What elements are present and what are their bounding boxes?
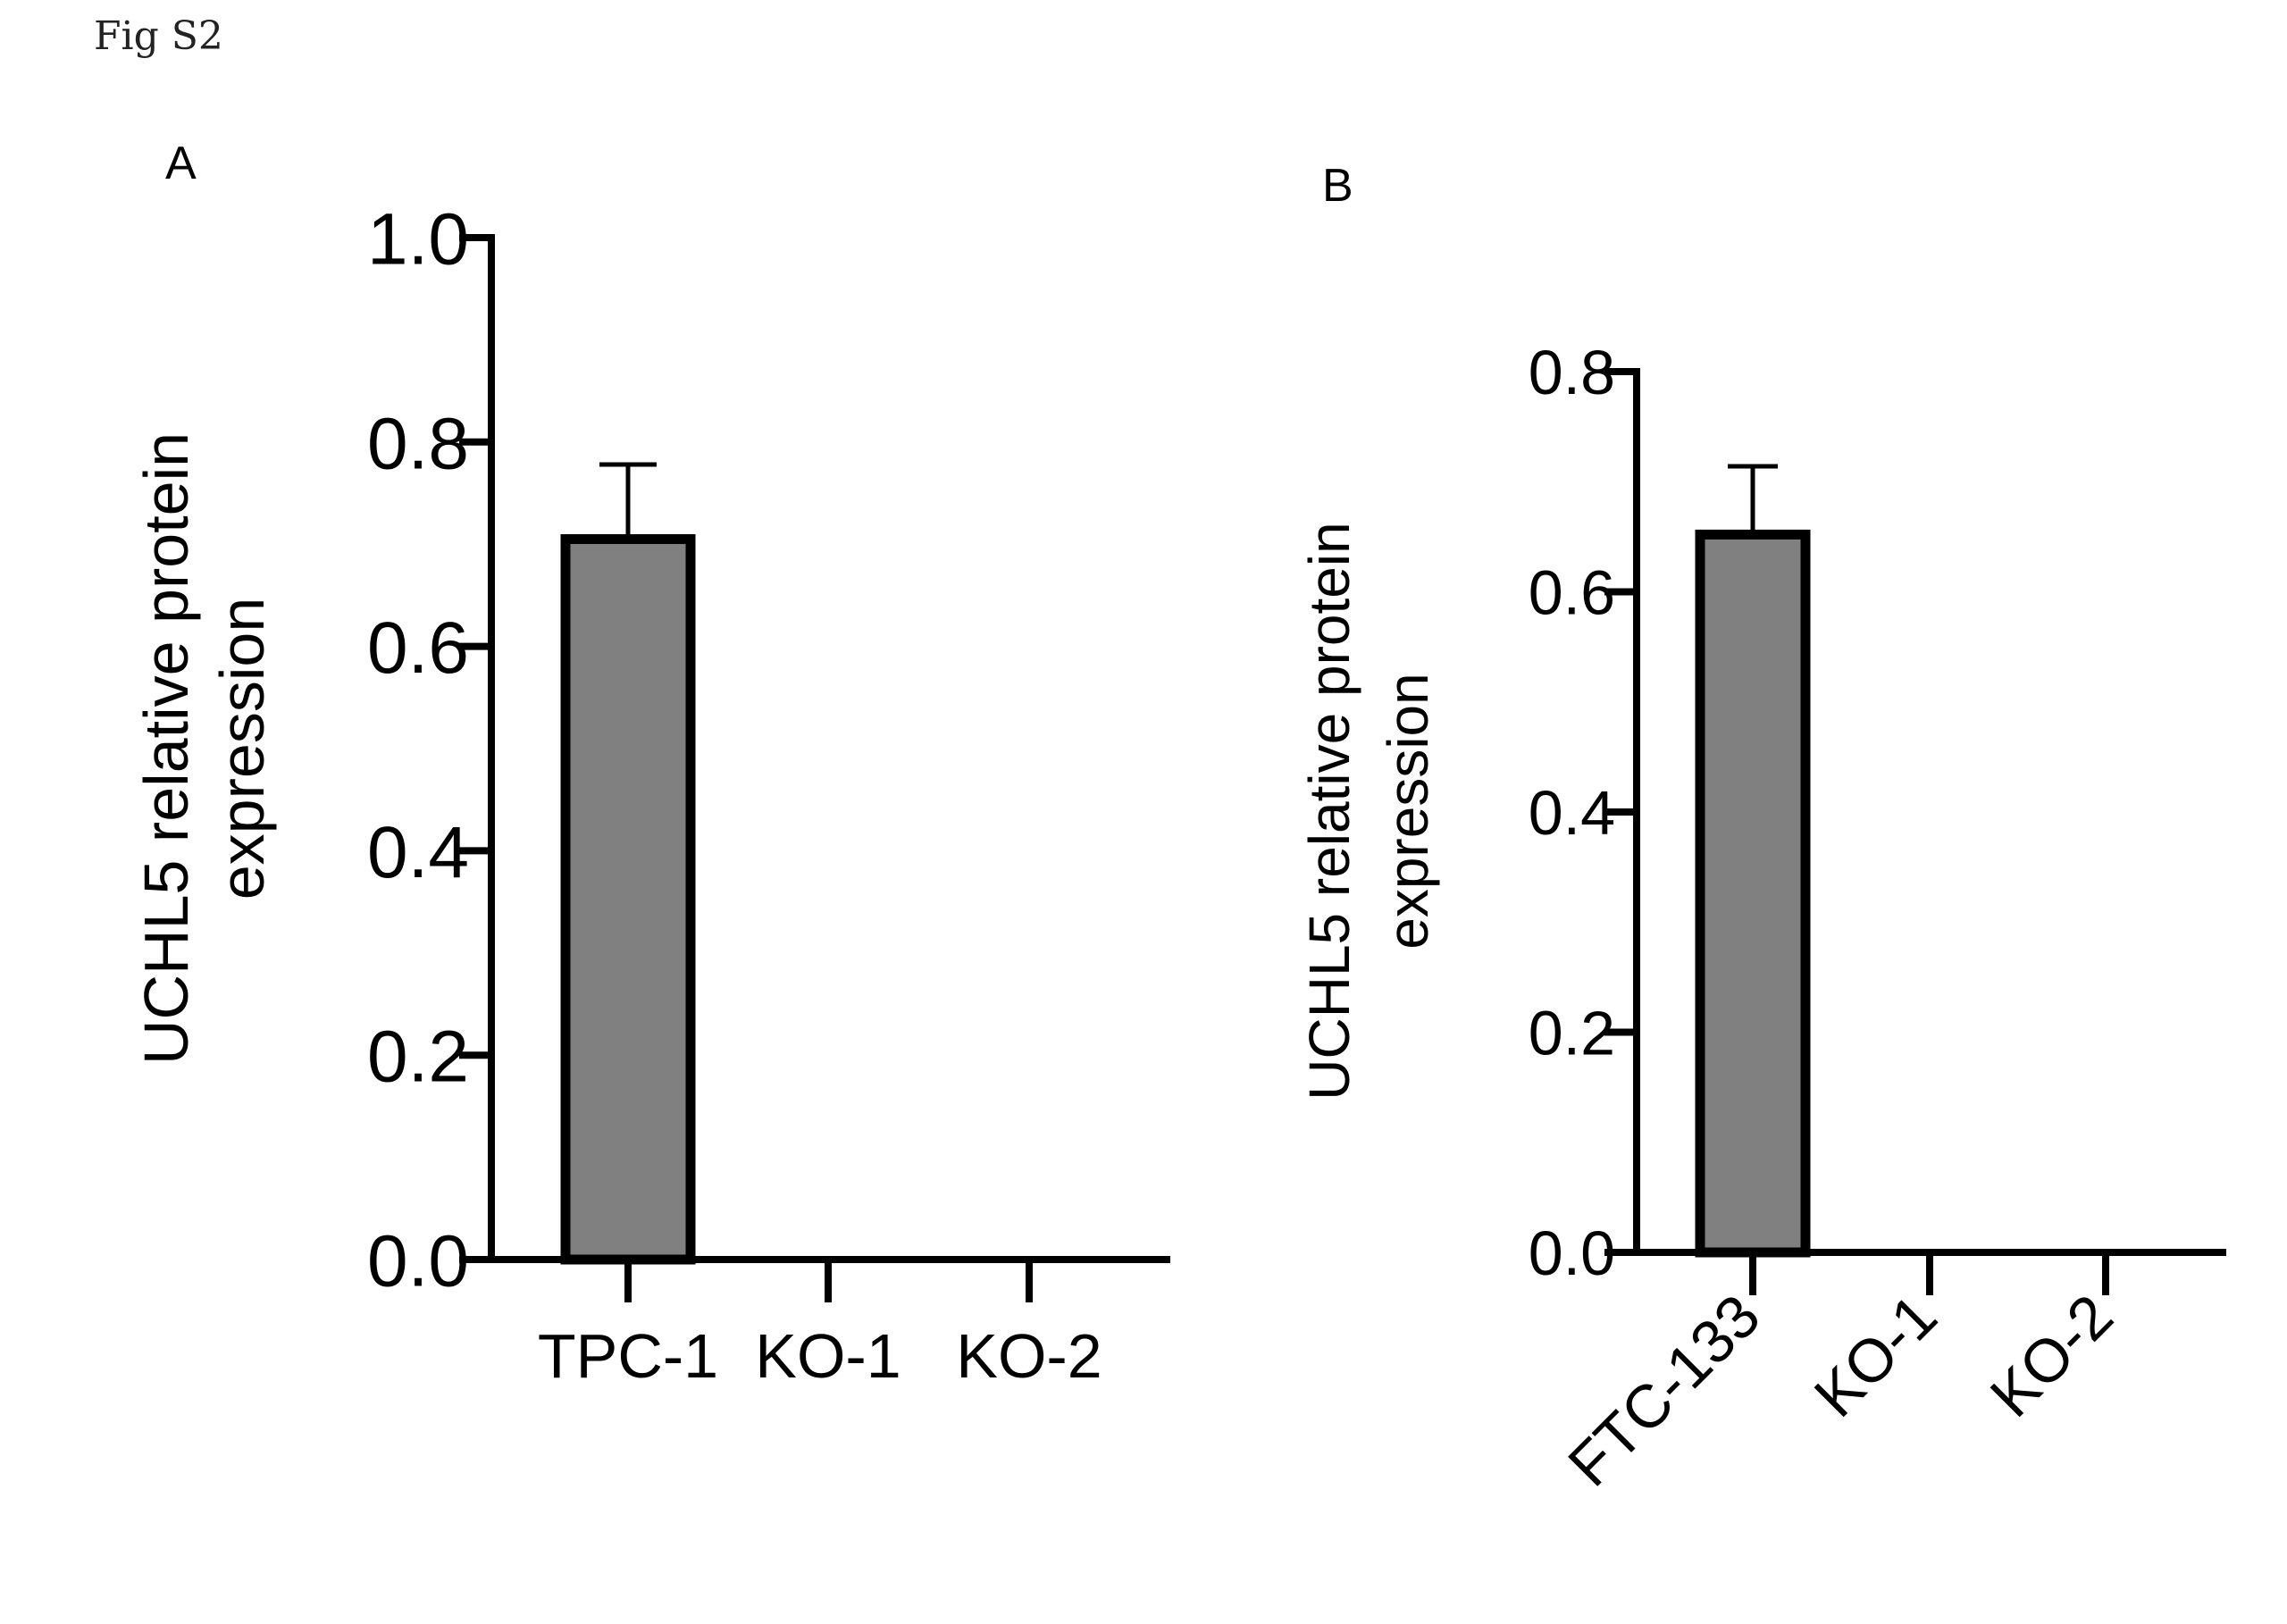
y-tick-label: 0.4	[367, 812, 469, 893]
y-tick-label: 0.2	[367, 1017, 469, 1098]
x-category-label: KO-2	[956, 1321, 1102, 1391]
y-axis-title: UCHL5 relative protein	[1297, 522, 1361, 1100]
y-axis-title-line2: expression	[1376, 673, 1440, 950]
x-category-label: FTC-133	[1555, 1282, 1772, 1499]
y-tick-label: 0.4	[1529, 778, 1615, 848]
bar-ftc-133	[1695, 529, 1811, 1258]
y-tick-label: 0.0	[1529, 1218, 1615, 1288]
y-tick-label: 1.0	[367, 199, 469, 280]
y-tick-label: 0.8	[1529, 338, 1615, 407]
y-axis-title: UCHL5 relative protein	[131, 432, 201, 1065]
y-tick-label: 0.6	[1529, 558, 1615, 628]
panel-b: B 0.0 0.2 0.4 0.6 0.8 FTC-133 KO-1 KO-2 UCHL5 rel…	[1297, 160, 2226, 1499]
y-tick-label: 0.6	[367, 607, 469, 689]
figure-label: Fig S2	[94, 13, 223, 59]
y-axis-title-line2: expression	[207, 598, 277, 900]
y-tick-label: 0.0	[367, 1221, 469, 1302]
bar-tpc-1	[560, 533, 696, 1265]
y-tick-label: 0.2	[1529, 999, 1615, 1068]
x-category-label: KO-1	[1802, 1282, 1950, 1430]
panel-a: A 0.0 0.2 0.4 0.6 0.8 1.0 TPC-1 KO-1 KO-2 UCHL5 re…	[131, 138, 1170, 1391]
panel-letter: A	[165, 138, 197, 189]
panel-letter: B	[1322, 160, 1353, 212]
y-tick-label: 0.8	[367, 403, 469, 484]
x-category-label: TPC-1	[538, 1321, 718, 1391]
x-category-label: KO-2	[1978, 1282, 2126, 1430]
x-category-label: KO-1	[755, 1321, 901, 1391]
